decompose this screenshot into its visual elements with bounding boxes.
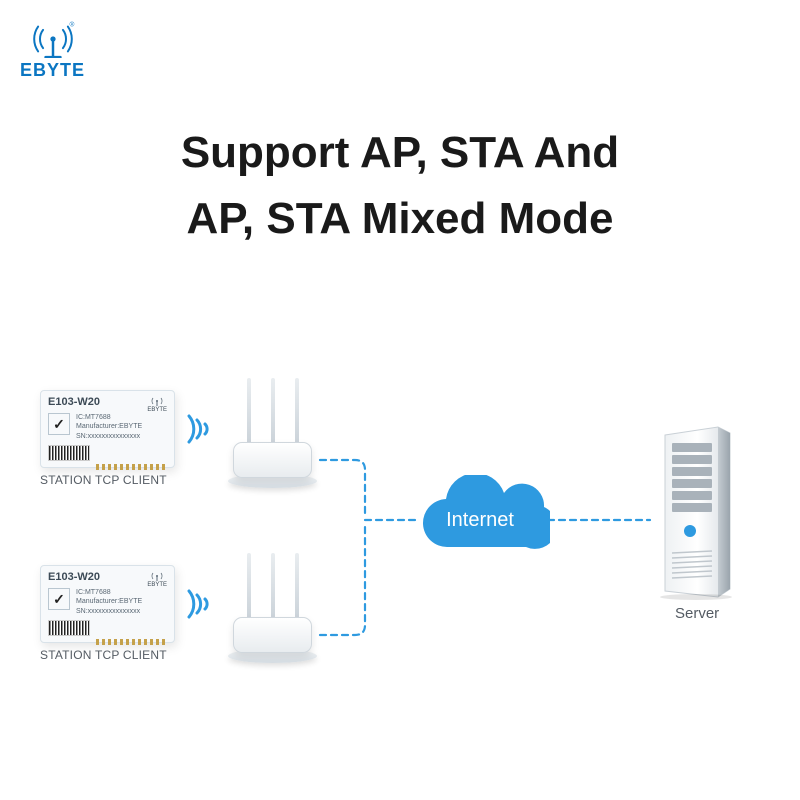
barcode-icon [48, 445, 90, 461]
title-line-2: AP, STA Mixed Mode [186, 194, 613, 243]
brand-logo: ® EBYTE [20, 20, 85, 81]
router-1 [225, 360, 320, 490]
module-info: IC:MT7688 Manufacturer:EBYTE SN:xxxxxxxx… [76, 413, 142, 441]
server [650, 425, 745, 600]
router-2 [225, 535, 320, 665]
pcb-edge [96, 464, 167, 470]
page-title: Support AP, STA And AP, STA Mixed Mode [0, 120, 800, 252]
cloud-label: Internet [410, 475, 550, 565]
module-1-label: STATION TCP CLIENT [40, 473, 167, 487]
wifi-signal-icon [183, 585, 213, 623]
wifi-module-1: E103-W20 EBYTE ✓ IC:MT7688 Manufacturer:… [40, 390, 175, 468]
wifi-signal-icon [183, 410, 213, 448]
module-brand: EBYTE [147, 571, 167, 589]
module-model: E103-W20 [48, 396, 100, 408]
module-info: IC:MT7688 Manufacturer:EBYTE SN:xxxxxxxx… [76, 588, 142, 616]
server-label: Server [675, 605, 719, 622]
wifi-module-2: E103-W20 EBYTE ✓ IC:MT7688 Manufacturer:… [40, 565, 175, 643]
svg-text:®: ® [69, 21, 74, 29]
module-brand: EBYTE [147, 396, 167, 414]
internet-cloud: Internet [410, 475, 550, 565]
check-icon: ✓ [48, 588, 70, 610]
check-icon: ✓ [48, 413, 70, 435]
title-line-1: Support AP, STA And [181, 128, 619, 177]
antenna-icon: ® [28, 20, 78, 58]
server-icon [650, 425, 745, 600]
network-diagram: E103-W20 EBYTE ✓ IC:MT7688 Manufacturer:… [0, 370, 800, 750]
pcb-edge [96, 639, 167, 645]
module-2-label: STATION TCP CLIENT [40, 648, 167, 662]
module-model: E103-W20 [48, 571, 100, 583]
barcode-icon [48, 620, 90, 636]
brand-name: EBYTE [20, 60, 85, 81]
